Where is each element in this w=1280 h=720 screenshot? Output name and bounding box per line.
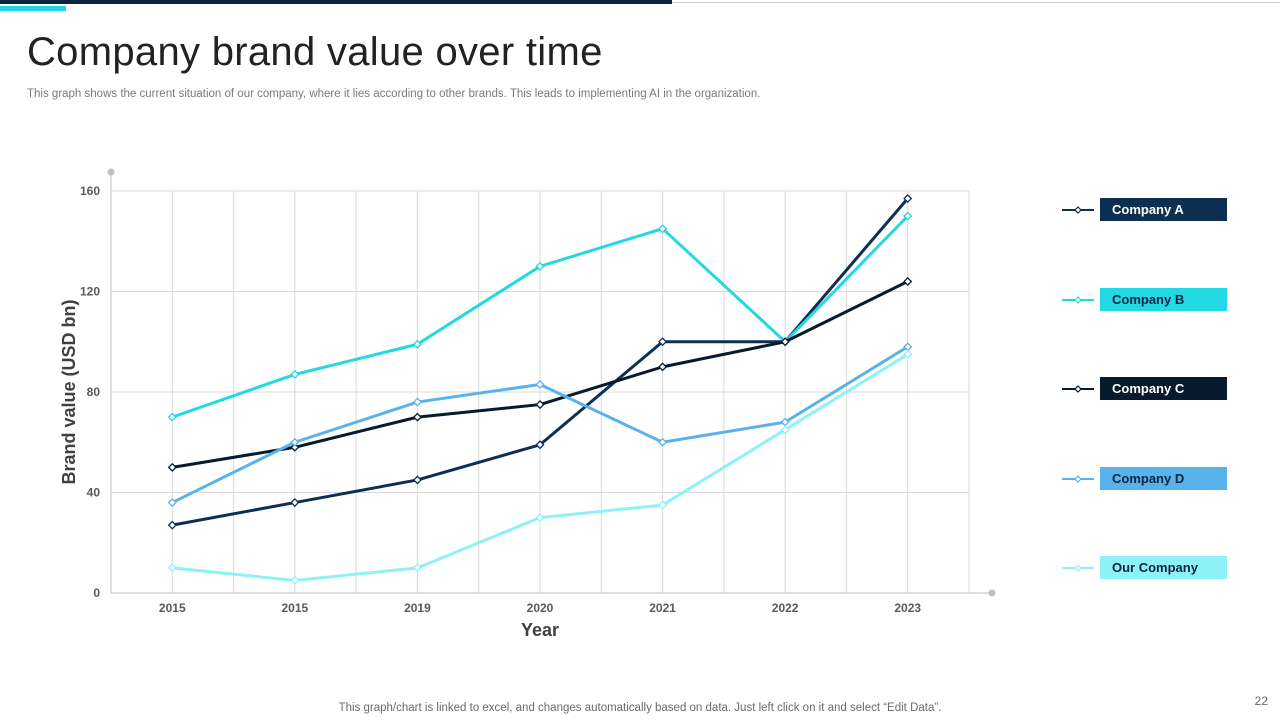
- x-tick-label: 2023: [894, 601, 921, 615]
- x-axis-title: Year: [521, 620, 559, 640]
- x-tick-label: 2022: [772, 601, 799, 615]
- legend-line-marker-icon: [1062, 296, 1094, 304]
- data-point: [167, 563, 177, 573]
- data-point: [290, 498, 300, 508]
- legend-item: Company D: [1062, 467, 1232, 491]
- y-tick-label: 0: [93, 586, 100, 600]
- x-tick-label: 2021: [649, 601, 676, 615]
- page-title: Company brand value over time: [27, 30, 603, 74]
- y-axis-title: Brand value (USD bn): [59, 299, 79, 484]
- y-tick-label: 120: [80, 285, 100, 299]
- data-point: [290, 369, 300, 379]
- y-tick-label: 160: [80, 184, 100, 198]
- data-point: [535, 379, 545, 389]
- legend-label: Company C: [1100, 377, 1227, 400]
- legend-item: Company C: [1062, 377, 1232, 401]
- footer-note: This graph/chart is linked to excel, and…: [338, 702, 942, 714]
- top-accent-bar-dark: [0, 0, 672, 4]
- data-point: [903, 276, 913, 286]
- data-point: [167, 462, 177, 472]
- data-point: [412, 339, 422, 349]
- top-accent-bar-cyan: [0, 6, 66, 11]
- data-point: [903, 349, 913, 359]
- data-point: [167, 498, 177, 508]
- legend-item: Company B: [1062, 288, 1232, 312]
- data-point: [290, 442, 300, 452]
- x-tick-label: 2019: [404, 601, 431, 615]
- data-point: [658, 337, 668, 347]
- data-point: [412, 412, 422, 422]
- data-point: [412, 563, 422, 573]
- x-axis-handle: [988, 589, 996, 597]
- x-tick-label: 2015: [282, 601, 309, 615]
- data-point: [290, 437, 300, 447]
- x-tick-label: 2020: [527, 601, 554, 615]
- data-point: [535, 261, 545, 271]
- page-subtitle: This graph shows the current situation o…: [27, 88, 761, 100]
- x-tick-label: 2015: [159, 601, 186, 615]
- data-point: [658, 224, 668, 234]
- data-point: [535, 440, 545, 450]
- data-point: [167, 412, 177, 422]
- top-divider-line: [672, 2, 1280, 3]
- data-point: [903, 211, 913, 221]
- legend-item: Our Company: [1062, 556, 1232, 580]
- legend-label: Company D: [1100, 467, 1227, 490]
- page-number: 22: [1254, 694, 1268, 708]
- legend-item: Company A: [1062, 198, 1232, 222]
- data-point: [412, 397, 422, 407]
- data-point: [412, 475, 422, 485]
- data-point: [658, 500, 668, 510]
- data-point: [780, 425, 790, 435]
- y-axis-handle: [107, 168, 115, 176]
- legend-label: Company B: [1100, 288, 1227, 311]
- legend-label: Our Company: [1100, 556, 1227, 579]
- legend-label: Company A: [1100, 198, 1227, 221]
- legend-line-marker-icon: [1062, 385, 1094, 393]
- data-point: [658, 437, 668, 447]
- data-point: [535, 400, 545, 410]
- data-point: [535, 513, 545, 523]
- data-point: [290, 575, 300, 585]
- legend-line-marker-icon: [1062, 475, 1094, 483]
- data-point: [903, 194, 913, 204]
- legend-line-marker-icon: [1062, 564, 1094, 572]
- y-tick-label: 80: [87, 385, 101, 399]
- data-point: [167, 520, 177, 530]
- legend-line-marker-icon: [1062, 206, 1094, 214]
- data-point: [658, 362, 668, 372]
- data-point: [780, 337, 790, 347]
- y-tick-label: 40: [87, 486, 101, 500]
- chart-legend: Company A Company B Company C Company D Our …: [1062, 0, 1232, 600]
